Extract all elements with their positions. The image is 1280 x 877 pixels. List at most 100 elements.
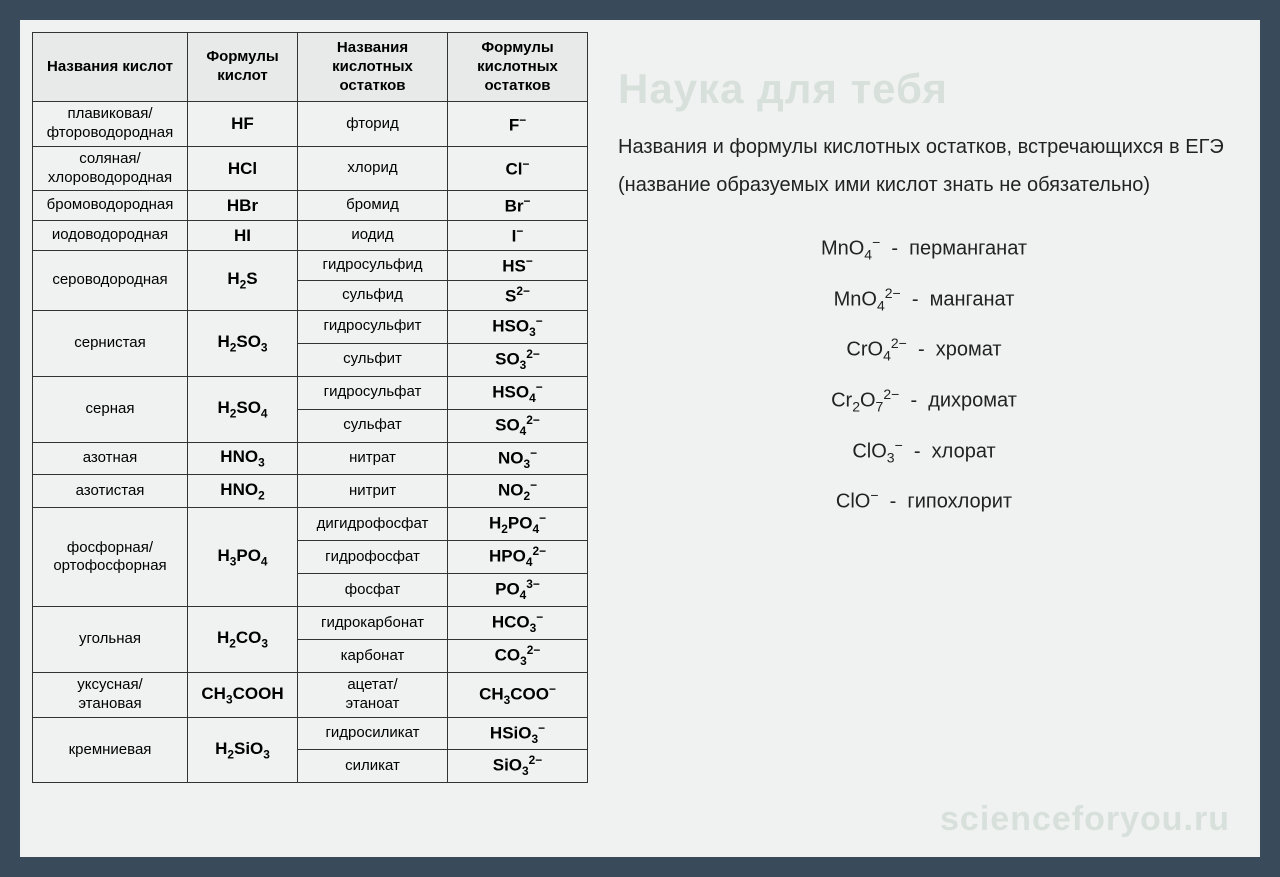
watermark-top: Наука для тебя xyxy=(618,65,1230,113)
ion-name: хлорат xyxy=(932,440,996,462)
acid-formula-cell: H2S xyxy=(188,251,298,311)
ion-formula: ClO3− xyxy=(852,437,902,466)
ion-formula: CrO42− xyxy=(846,335,906,364)
table-header-row: Названия кислот Формулы кислот Названия … xyxy=(33,33,588,102)
residue-name-cell: фторид xyxy=(298,102,448,147)
acid-formula-cell: HI xyxy=(188,221,298,251)
acid-formula-cell: HNO2 xyxy=(188,475,298,508)
table-row: сернистаяH2SO3гидросульфитHSO3− xyxy=(33,310,588,343)
residue-name-cell: ацетат/этаноат xyxy=(298,673,448,718)
residue-formula-cell: HS− xyxy=(448,251,588,281)
acid-name-cell: плавиковая/фтороводородная xyxy=(33,102,188,147)
residue-formula-cell: HSO3− xyxy=(448,310,588,343)
residue-formula-cell: Cl− xyxy=(448,146,588,191)
table-row: уксусная/этановаяCH3COOHацетат/этаноатCH… xyxy=(33,673,588,718)
ion-name: хромат xyxy=(936,339,1002,361)
residue-name-cell: бромид xyxy=(298,191,448,221)
residue-formula-cell: HPO42− xyxy=(448,541,588,574)
table-row: азотнаяHNO3нитратNO3− xyxy=(33,442,588,475)
header-acid-name: Названия кислот xyxy=(33,33,188,102)
residue-formula-cell: S2− xyxy=(448,280,588,310)
acid-formula-cell: HCl xyxy=(188,146,298,191)
residue-name-cell: гидросульфат xyxy=(298,376,448,409)
residue-formula-cell: HCO3− xyxy=(448,607,588,640)
residue-name-cell: силикат xyxy=(298,750,448,783)
acid-formula-cell: HNO3 xyxy=(188,442,298,475)
ion-row: MnO4− - перманганат xyxy=(618,234,1230,263)
acid-formula-cell: H2SO3 xyxy=(188,310,298,376)
description-text: Названия и формулы кислотных остатков, в… xyxy=(618,128,1230,204)
table-row: угольнаяH2CO3гидрокарбонатHCO3− xyxy=(33,607,588,640)
header-residue-formula: Формулы кислотных остатков xyxy=(448,33,588,102)
residue-formula-cell: CH3COO− xyxy=(448,673,588,718)
residue-name-cell: сульфид xyxy=(298,280,448,310)
acid-name-cell: угольная xyxy=(33,607,188,673)
acid-formula-cell: H2CO3 xyxy=(188,607,298,673)
residue-formula-cell: HSiO3− xyxy=(448,717,588,750)
ion-formula: Cr2O72− xyxy=(831,386,899,415)
acid-name-cell: азотистая xyxy=(33,475,188,508)
residue-formula-cell: PO43− xyxy=(448,574,588,607)
acid-formula-cell: H3PO4 xyxy=(188,508,298,607)
residue-formula-cell: HSO4− xyxy=(448,376,588,409)
table-row: кремниеваяH2SiO3гидросиликатHSiO3− xyxy=(33,717,588,750)
acid-name-cell: кремниевая xyxy=(33,717,188,783)
ion-row: CrO42− - хромат xyxy=(618,335,1230,364)
residue-name-cell: иодид xyxy=(298,221,448,251)
ion-name: гипохлорит xyxy=(907,491,1012,513)
residue-name-cell: гидросульфит xyxy=(298,310,448,343)
acid-formula-cell: H2SiO3 xyxy=(188,717,298,783)
acid-formula-cell: CH3COOH xyxy=(188,673,298,718)
residue-name-cell: фосфат xyxy=(298,574,448,607)
acid-formula-cell: HF xyxy=(188,102,298,147)
acid-name-cell: соляная/хлороводородная xyxy=(33,146,188,191)
acid-name-cell: сернистая xyxy=(33,310,188,376)
info-panel: Наука для тебя Названия и формулы кислот… xyxy=(588,20,1260,857)
residue-formula-cell: Br− xyxy=(448,191,588,221)
acid-name-cell: фосфорная/ортофосфорная xyxy=(33,508,188,607)
acid-name-cell: бромоводородная xyxy=(33,191,188,221)
ion-list: MnO4− - перманганат MnO42− - манганат CrO4… xyxy=(618,234,1230,514)
residue-formula-cell: I− xyxy=(448,221,588,251)
table-row: азотистаяHNO2нитритNO2− xyxy=(33,475,588,508)
residue-name-cell: сульфат xyxy=(298,409,448,442)
acid-formula-cell: H2SO4 xyxy=(188,376,298,442)
page-container: Названия кислот Формулы кислот Названия … xyxy=(20,20,1260,857)
residue-formula-cell: SiO32− xyxy=(448,750,588,783)
acid-name-cell: уксусная/этановая xyxy=(33,673,188,718)
acid-name-cell: серная xyxy=(33,376,188,442)
acid-name-cell: азотная xyxy=(33,442,188,475)
residue-formula-cell: F− xyxy=(448,102,588,147)
watermark-bottom: scienceforyou.ru xyxy=(940,800,1230,839)
ion-formula: MnO4− xyxy=(821,234,880,263)
table-row: бромоводороднаяHBrбромидBr− xyxy=(33,191,588,221)
ion-row: ClO3− - хлорат xyxy=(618,437,1230,466)
table-row: соляная/хлороводороднаяHClхлоридCl− xyxy=(33,146,588,191)
table-row: сернаяH2SO4гидросульфатHSO4− xyxy=(33,376,588,409)
ion-formula: MnO42− xyxy=(834,285,901,314)
residue-name-cell: нитрат xyxy=(298,442,448,475)
residue-name-cell: гидросульфид xyxy=(298,251,448,281)
residue-formula-cell: NO2− xyxy=(448,475,588,508)
ion-name: перманганат xyxy=(909,238,1027,260)
ion-formula: ClO− xyxy=(836,487,879,514)
acid-name-cell: сероводородная xyxy=(33,251,188,311)
table-row: плавиковая/фтороводороднаяHFфторидF− xyxy=(33,102,588,147)
table-row: иодоводороднаяHIиодидI− xyxy=(33,221,588,251)
residue-formula-cell: NO3− xyxy=(448,442,588,475)
ion-name: дихромат xyxy=(928,390,1017,412)
header-acid-formula: Формулы кислот xyxy=(188,33,298,102)
ion-row: Cr2O72− - дихромат xyxy=(618,386,1230,415)
residue-name-cell: гидрофосфат xyxy=(298,541,448,574)
table-row: сероводороднаяH2SгидросульфидHS− xyxy=(33,251,588,281)
acid-name-cell: иодоводородная xyxy=(33,221,188,251)
residue-name-cell: гидросиликат xyxy=(298,717,448,750)
acids-table: Названия кислот Формулы кислот Названия … xyxy=(32,32,588,783)
residue-name-cell: дигидрофосфат xyxy=(298,508,448,541)
ion-row: MnO42− - манганат xyxy=(618,285,1230,314)
residue-name-cell: нитрит xyxy=(298,475,448,508)
residue-formula-cell: SO42− xyxy=(448,409,588,442)
residue-name-cell: карбонат xyxy=(298,640,448,673)
residue-formula-cell: SO32− xyxy=(448,343,588,376)
table-row: фосфорная/ортофосфорнаяH3PO4дигидрофосфа… xyxy=(33,508,588,541)
